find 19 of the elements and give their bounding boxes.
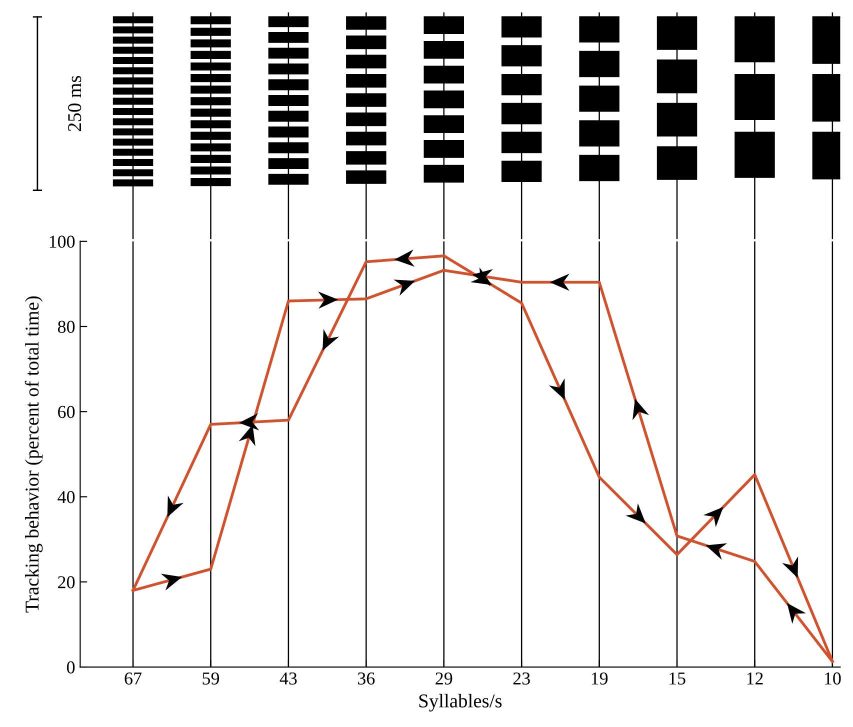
y-tick-label: 20 <box>58 576 75 588</box>
y-tick-label: 0 <box>66 661 75 674</box>
x-tick-label: 23 <box>513 672 530 685</box>
y-tick-label: 40 <box>58 491 75 504</box>
x-tick-label: 15 <box>670 672 686 685</box>
x-tick-label: 67 <box>124 672 142 685</box>
x-tick-label: 10 <box>824 672 841 685</box>
x-tick-label: 36 <box>358 672 375 685</box>
x-tick-label: 43 <box>280 672 297 685</box>
x-tick-label: 12 <box>747 672 763 684</box>
x-tick-label: 19 <box>592 672 608 685</box>
y-axis-title: Tracking behavior (percent of total time) <box>24 296 43 612</box>
y-tick-label: 100 <box>50 236 75 248</box>
x-axis-title: Syllables/s <box>419 694 502 712</box>
text: 250 ms <box>68 76 82 132</box>
y-tick-label: 80 <box>58 320 75 333</box>
x-tick-label: 29 <box>436 672 452 685</box>
y-tick-label: 60 <box>58 406 75 418</box>
x-tick-label: 59 <box>202 672 220 685</box>
